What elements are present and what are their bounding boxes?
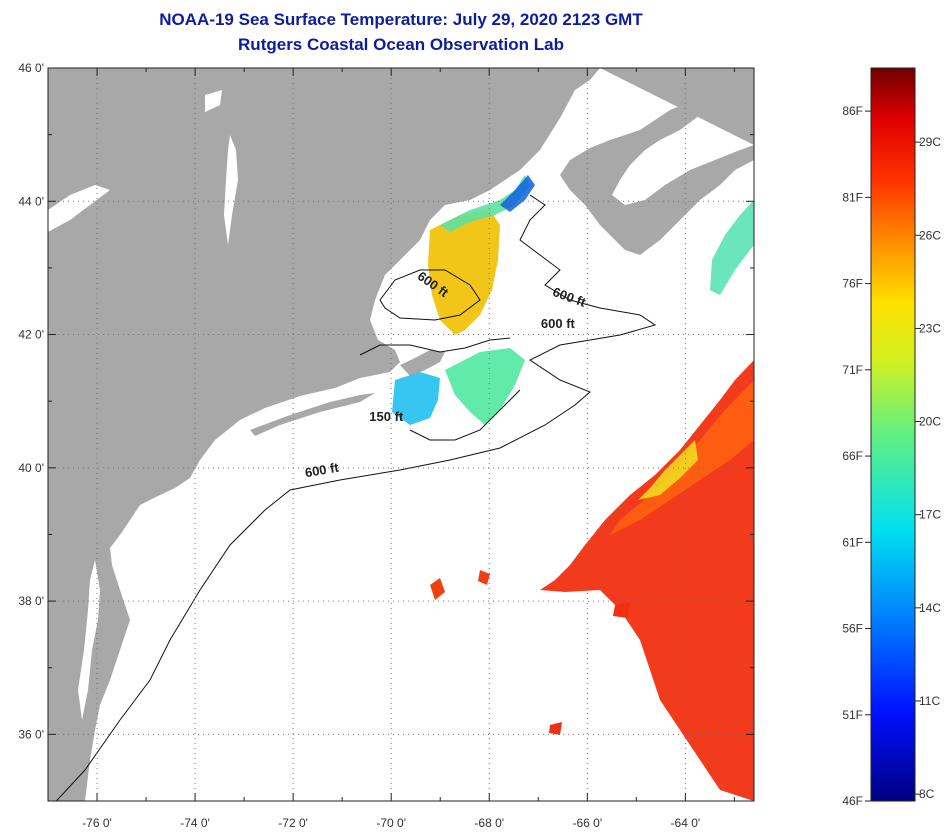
colorbar-f-label: 71F <box>842 363 863 377</box>
colorbar-f-label: 56F <box>842 622 863 636</box>
colorbar-c-label: 26C <box>919 228 941 242</box>
colorbar-f-label: 66F <box>842 449 863 463</box>
colorbar-c-label: 23C <box>919 321 941 335</box>
lon-label: -74 0' <box>180 816 210 830</box>
colorbar-c-label: 17C <box>919 508 941 522</box>
lat-label: 42 0' <box>18 328 44 342</box>
sst-gulf-stream-core <box>610 380 754 535</box>
sst-gulf-of-maine <box>428 210 500 335</box>
colorbar-f-label: 46F <box>842 794 863 808</box>
colorbar-labels: 86F 81F 76F 71F 66F 61F 56F 51F 46F 29C 26C 23C 20C 1… <box>842 104 941 808</box>
depth-contours <box>55 194 657 801</box>
chesapeake-bay <box>78 560 100 720</box>
lake-ontario-edge <box>48 185 110 232</box>
colorbar-f-label: 76F <box>842 277 863 291</box>
map-frame <box>47 67 755 802</box>
contour-label: 600 ft <box>304 460 341 481</box>
sst-scotian-shelf <box>710 200 754 295</box>
lon-label: -72 0' <box>278 816 308 830</box>
landmass-cape-cod <box>400 350 445 376</box>
lat-label: 38 0' <box>18 594 44 608</box>
sst-patch-small-4 <box>613 602 630 618</box>
colorbar-ticks <box>865 110 921 802</box>
landmass-long-island <box>250 393 375 436</box>
lon-label: -68 0' <box>474 816 504 830</box>
colorbar-gradient <box>870 67 916 802</box>
map-axis-ticks <box>47 67 754 802</box>
sst-warm-front <box>638 440 698 500</box>
lon-label: -76 0' <box>82 816 112 830</box>
sst-patch-small-3 <box>549 722 562 735</box>
colorbar-c-label: 8C <box>919 787 935 801</box>
graticule <box>48 67 754 801</box>
sst-gulf-of-maine-north <box>440 175 530 232</box>
lake-small <box>205 90 222 112</box>
map-axis-labels: 46 0' 44 0' 42 0' 40 0' 38 0' 36 0' -76 0' -74 … <box>18 61 700 830</box>
contour-label: 600 ft <box>541 316 576 331</box>
sst-bay-of-fundy <box>500 175 535 212</box>
lat-label: 44 0' <box>18 194 44 208</box>
landmass-maritimes <box>560 68 754 255</box>
map-subtitle: Rutgers Coastal Ocean Observation Lab <box>238 35 564 54</box>
colorbar-c-label: 20C <box>919 415 941 429</box>
map-title: NOAA-19 Sea Surface Temperature: July 29… <box>159 10 643 29</box>
colorbar-f-label: 61F <box>842 535 863 549</box>
sst-patch-small-1 <box>430 578 445 600</box>
colorbar-c-label: 11C <box>919 694 940 708</box>
lon-label: -66 0' <box>572 816 602 830</box>
sst-georges-bank <box>445 348 525 425</box>
lon-label: -64 0' <box>671 816 701 830</box>
lake-champlain <box>224 135 238 245</box>
colorbar-c-label: 29C <box>919 135 941 149</box>
colorbar-f-label: 81F <box>842 190 863 204</box>
colorbar-f-label: 51F <box>842 708 863 722</box>
contour-label: 150 ft <box>369 409 404 424</box>
colorbar-c-label: 14C <box>919 601 941 615</box>
landmass-mainland <box>48 68 600 801</box>
lat-label: 40 0' <box>18 461 44 475</box>
colorbar-f-label: 86F <box>842 104 863 118</box>
sst-patch-small-2 <box>478 570 490 585</box>
lat-label: 36 0' <box>18 727 44 741</box>
lat-label: 46 0' <box>18 61 44 75</box>
sst-nantucket-shoals <box>392 372 440 425</box>
lon-label: -70 0' <box>376 816 406 830</box>
